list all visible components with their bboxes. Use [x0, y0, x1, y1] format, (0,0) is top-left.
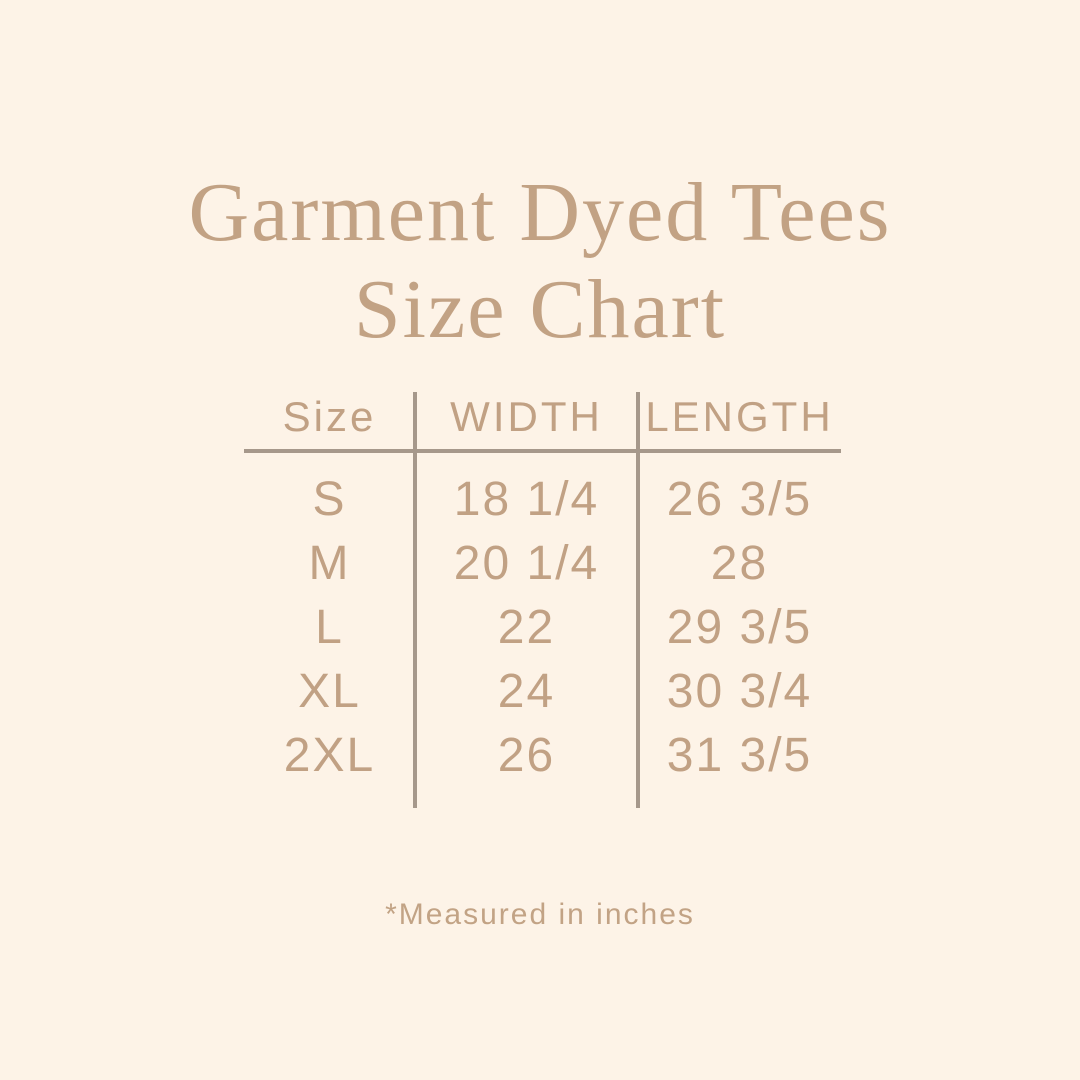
table-row: M 20 1/4 28	[244, 531, 841, 595]
cell-width: 24	[497, 664, 556, 718]
column-header-width: WIDTH	[450, 393, 603, 440]
cell-length: 28	[710, 536, 769, 590]
table-body: S 18 1/4 26 3/5 M 20 1/4 28 L 22 29 3/5 …	[244, 453, 841, 787]
cell-length: 30 3/4	[666, 664, 813, 718]
table-row: L 22 29 3/5	[244, 595, 841, 659]
table-row: S 18 1/4 26 3/5	[244, 467, 841, 531]
column-divider-line-2	[636, 392, 640, 808]
cell-size: 2XL	[283, 728, 376, 782]
cell-width: 26	[497, 728, 556, 782]
size-table: Size WIDTH LENGTH S 18 1/4 26 3/5 M 20 1…	[244, 385, 841, 808]
table-row: 2XL 26 31 3/5	[244, 723, 841, 787]
column-divider-line-1	[413, 392, 417, 808]
footnote-measured-in-inches: *Measured in inches	[385, 898, 695, 931]
cell-length: 31 3/5	[666, 728, 813, 782]
cell-size: M	[308, 536, 351, 590]
title-line-2: Size Chart	[353, 263, 727, 357]
page-title: Garment Dyed Tees Size Chart	[0, 164, 1080, 358]
cell-width: 20 1/4	[453, 536, 600, 590]
column-header-size: Size	[282, 393, 377, 440]
cell-width: 22	[497, 600, 556, 654]
column-header-length: LENGTH	[645, 393, 834, 440]
cell-length: 29 3/5	[666, 600, 813, 654]
title-line-1: Garment Dyed Tees	[188, 166, 892, 260]
cell-size: L	[315, 600, 344, 654]
cell-size: S	[312, 472, 347, 526]
cell-size: XL	[298, 664, 361, 718]
cell-width: 18 1/4	[453, 472, 600, 526]
table-row: XL 24 30 3/4	[244, 659, 841, 723]
header-divider-line	[244, 449, 841, 453]
cell-length: 26 3/5	[666, 472, 813, 526]
table-header-row: Size WIDTH LENGTH	[244, 385, 841, 449]
